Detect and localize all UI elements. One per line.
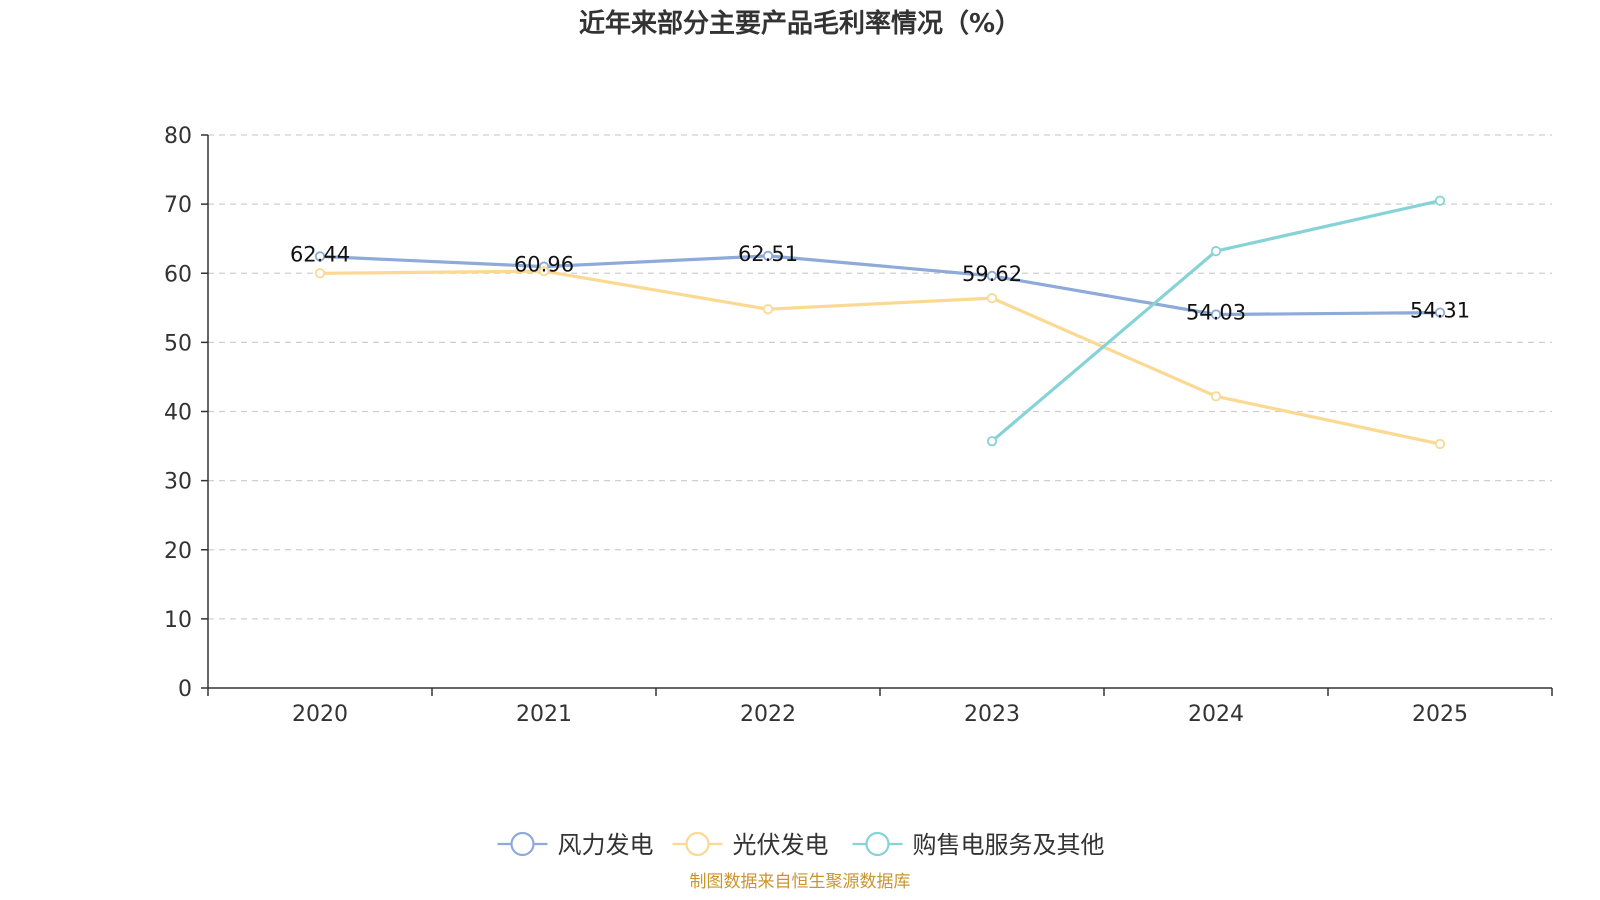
legend-label: 光伏发电 — [733, 831, 829, 859]
legend-item-1[interactable]: 光伏发电 — [672, 831, 829, 859]
series-line-0 — [319, 254, 1441, 317]
x-tick-label: 2024 — [1188, 702, 1244, 727]
data-point[interactable] — [986, 436, 998, 447]
data-labels: 62.44 60.96 62.51 59.62 54.03 54.31 — [290, 242, 1470, 325]
data-point[interactable] — [1434, 438, 1446, 450]
source-note: 制图数据来自恒生聚源数据库 — [690, 872, 911, 892]
x-tick-label: 2023 — [964, 702, 1020, 727]
data-point[interactable] — [986, 293, 998, 304]
data-point[interactable] — [1434, 307, 1446, 318]
gridlines — [208, 134, 1552, 620]
data-point[interactable] — [314, 268, 326, 279]
y-tick-label: 20 — [164, 539, 192, 564]
legend-marker — [510, 831, 535, 857]
data-label: 62.51 — [738, 242, 798, 266]
axes: 0 10 20 30 40 50 60 70 80 2020 2021 2022 2023 2024 202… — [164, 124, 1553, 727]
y-tick-label: 60 — [164, 262, 192, 287]
x-tick-label: 2020 — [292, 702, 348, 727]
legend-item-0[interactable]: 风力发电 — [497, 831, 654, 859]
x-tick-label: 2022 — [740, 702, 796, 727]
y-tick-label: 40 — [164, 401, 192, 426]
data-point[interactable] — [314, 251, 326, 262]
data-label: 59.62 — [962, 262, 1022, 286]
data-label: 62.44 — [290, 242, 350, 266]
data-label: 54.31 — [1410, 299, 1470, 323]
data-point[interactable] — [1210, 309, 1222, 320]
legend-item-2[interactable]: 购售电服务及其他 — [852, 831, 1105, 859]
data-point[interactable] — [986, 270, 998, 281]
y-tick-label: 10 — [164, 608, 192, 633]
x-tick-label: 2025 — [1412, 702, 1468, 727]
y-tick-label: 0 — [178, 677, 192, 702]
x-tick-label: 2021 — [516, 702, 572, 727]
y-tick-label: 30 — [164, 470, 192, 495]
data-point[interactable] — [762, 250, 774, 261]
series-lines — [314, 195, 1446, 450]
y-tick-label: 80 — [164, 124, 192, 149]
y-tick-label: 70 — [164, 193, 192, 218]
series-line-1 — [319, 269, 1441, 446]
data-point[interactable] — [538, 266, 550, 277]
legend-marker — [865, 831, 890, 857]
data-point[interactable] — [1434, 195, 1446, 206]
legend[interactable]: 风力发电 光伏发电 购售电服务及其他 — [497, 831, 1105, 859]
data-point[interactable] — [1210, 391, 1222, 402]
legend-marker — [685, 831, 710, 857]
data-label: 54.03 — [1186, 301, 1246, 325]
data-label: 60.96 — [514, 253, 574, 277]
data-point[interactable] — [1210, 246, 1222, 257]
legend-label: 购售电服务及其他 — [913, 831, 1105, 859]
chart-title: 近年来部分主要产品毛利率情况（%） — [579, 8, 1021, 39]
legend-label: 风力发电 — [558, 831, 654, 859]
y-tick-label: 50 — [164, 331, 192, 356]
data-point[interactable] — [762, 304, 774, 315]
